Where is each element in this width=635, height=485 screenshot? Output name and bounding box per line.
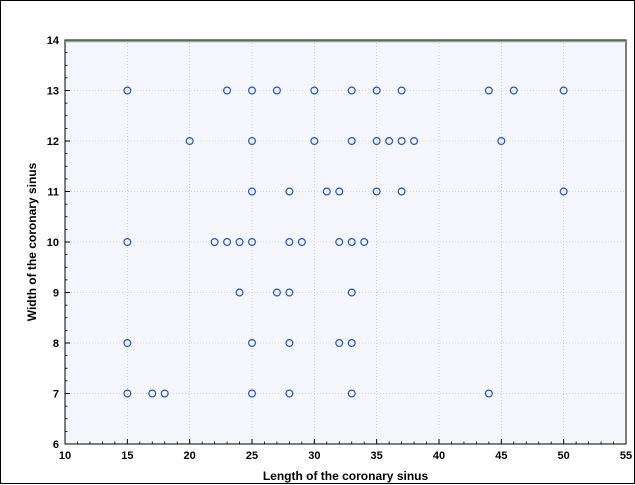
scatter-point (484, 86, 493, 95)
scatter-point (248, 86, 257, 95)
scatter-point (248, 339, 257, 348)
scatter-point (272, 288, 281, 297)
x-tick-label: 55 (620, 450, 632, 462)
y-tick-label: 13 (47, 86, 59, 98)
scatter-point (285, 238, 294, 247)
scatter-point (223, 238, 232, 247)
scatter-point (123, 86, 132, 95)
scatter-point (347, 238, 356, 247)
scatter-point (347, 339, 356, 348)
scatter-point (322, 187, 331, 196)
scatter-point (248, 187, 257, 196)
scatter-point (210, 238, 219, 247)
y-tick-labels: 6 7 8 9 10 11 12 13 14 (47, 35, 60, 451)
scatter-point (385, 137, 394, 146)
x-tick-label: 40 (433, 450, 445, 462)
y-tick-label: 14 (47, 35, 60, 47)
scatter-point (335, 339, 344, 348)
scatter-point (310, 137, 319, 146)
y-tick-label: 7 (53, 389, 59, 401)
scatter-point (285, 339, 294, 348)
scatter-point (285, 389, 294, 398)
scatter-point (335, 187, 344, 196)
scatter-point (272, 86, 281, 95)
x-tick-label: 30 (308, 450, 320, 462)
x-tick-label: 45 (495, 450, 507, 462)
scatter-point (347, 288, 356, 297)
scatter-point (484, 389, 493, 398)
x-tick-label: 35 (371, 450, 383, 462)
scatter-point (559, 187, 568, 196)
scatter-point (248, 238, 257, 247)
x-tick-labels: 10 15 20 25 30 35 40 45 50 55 (59, 450, 632, 462)
scatter-point (248, 137, 257, 146)
x-tick-label: 25 (246, 450, 258, 462)
scatter-point (223, 86, 232, 95)
scatter-point (397, 86, 406, 95)
scatter-point (372, 86, 381, 95)
plot-border (64, 39, 627, 445)
y-axis-title: Width of the coronary sinus (25, 162, 39, 321)
scatter-point (347, 86, 356, 95)
scatter-point (285, 187, 294, 196)
scatter-point (297, 238, 306, 247)
scatter-point (285, 288, 294, 297)
y-tick-label: 10 (47, 237, 59, 249)
x-tick-label: 15 (121, 450, 133, 462)
scatter-point (123, 238, 132, 247)
scatter-point (397, 187, 406, 196)
scatter-point (310, 86, 319, 95)
scatter-point (509, 86, 518, 95)
scatter-point (160, 389, 169, 398)
x-axis-title: Length of the coronary sinus (263, 469, 429, 483)
scatter-point (148, 389, 157, 398)
scatter-point (410, 137, 419, 146)
data-points (123, 86, 568, 398)
scatter-point (185, 137, 194, 146)
scatter-point (559, 86, 568, 95)
x-tick-label: 50 (558, 450, 570, 462)
scatter-point (335, 238, 344, 247)
scatter-point (347, 137, 356, 146)
scatter-point (397, 137, 406, 146)
scatter-point (235, 288, 244, 297)
scatter-point (372, 187, 381, 196)
scatter-point (123, 339, 132, 348)
y-tick-label: 8 (53, 338, 59, 350)
scatter-point (497, 137, 506, 146)
scatter-point (347, 389, 356, 398)
y-tick-label: 6 (53, 439, 59, 451)
scatter-point (360, 238, 369, 247)
x-tick-label: 10 (59, 450, 71, 462)
scatter-point (123, 389, 132, 398)
scatter-point (248, 389, 257, 398)
y-tick-label: 9 (53, 288, 59, 300)
scatter-point (235, 238, 244, 247)
scatter-point (372, 137, 381, 146)
y-tick-label: 11 (47, 187, 59, 199)
y-tick-label: 12 (47, 136, 59, 148)
x-tick-label: 20 (184, 450, 196, 462)
